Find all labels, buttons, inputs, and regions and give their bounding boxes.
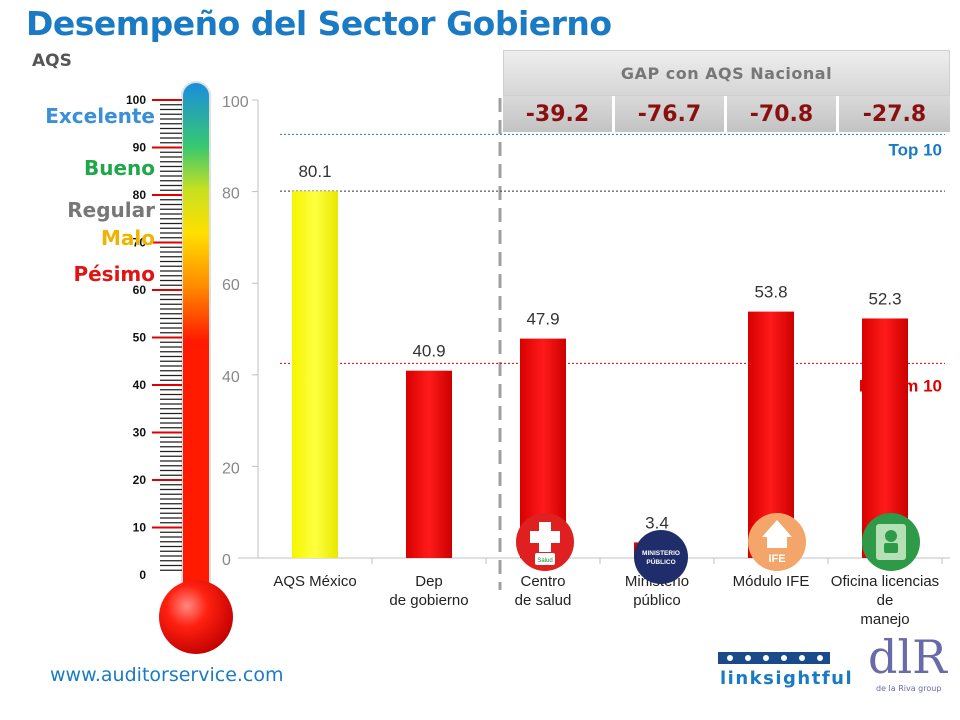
salud-logo-icon: Salud [516,513,574,571]
reference-lines: Top 10Bottom 10 [280,133,945,395]
y-tick-label: 80 [222,186,240,203]
bar-value-labels: 80.1 40.9 47.9 3.4 53.8 52.3 [298,162,901,532]
dlr-logo-subtitle: de la Riva group [876,684,942,693]
linksightful-logo-icon [718,652,830,664]
page-title: Desempeño del Sector Gobierno [26,4,612,43]
x-category-label: Módulo IFE [733,573,810,590]
salud-logo-text: Salud [537,558,552,564]
thermometer-bulb [159,580,233,654]
x-category-label: público [633,592,681,609]
thermometer-tube [181,81,211,623]
thermometer-tick-label: 0 [139,568,146,582]
ife-logo-text: IFE [768,553,785,565]
x-category-label: de salud [515,592,572,609]
x-category-label: Centro [520,573,565,590]
bar-value-label: 47.9 [526,310,559,329]
rating-label-malo: Malo [101,226,155,250]
gap-cell: -70.8 [727,96,838,132]
gap-cell: -76.7 [615,96,726,132]
thermometer-tick-label: 100 [126,93,146,107]
gap-table: GAP con AQS Nacional -39.2 -76.7 -70.8 -… [503,50,950,132]
y-tick-label: 20 [222,460,240,477]
bars [292,191,908,558]
linksightful-logo-text: linksightful [720,668,854,689]
gap-table-header: GAP con AQS Nacional [503,50,950,96]
rating-label-regular: Regular [67,198,155,222]
thermometer-tick-label: 50 [133,331,147,345]
gap-cell: -27.8 [839,96,950,132]
ministerio-logo-text: MINISTERIO [642,550,680,557]
x-category-label: AQS México [273,573,356,590]
x-axis-ticks [371,558,943,564]
x-category-label: Dep [415,573,443,590]
y-axis: 0 20 40 60 80 100 [222,94,259,569]
thermometer-tick-label: 90 [133,141,147,155]
bar-value-label: 40.9 [412,342,445,361]
page-subtitle: AQS [32,51,72,71]
reference-line-label: Top 10 [888,140,942,159]
y-tick-label: 60 [222,277,240,294]
thermometer-tick-label: 40 [133,378,147,392]
ministerio-logo-text: PÚBLICO [646,557,675,566]
rating-label-pésimo: Pésimo [73,262,155,286]
thermometer-tick-label: 20 [133,473,147,487]
rating-label-excelente: Excelente [45,104,155,128]
thermometer-tick-label: 60 [133,283,147,297]
bar [406,370,452,558]
x-category-label: de gobierno [389,592,468,609]
y-tick-label: 0 [222,552,231,569]
licencia-logo-icon [862,513,920,571]
bar-value-label: 80.1 [298,162,331,181]
x-category-label: Oficina licencias [831,573,939,590]
thermometer-tick-label: 30 [133,426,147,440]
ife-logo-icon: IFE [748,513,806,571]
gap-cell: -39.2 [503,96,614,132]
dlr-logo-mark: dlR [868,630,947,684]
ministerio-publico-logo-icon: MINISTERIO PÚBLICO [634,530,688,584]
rating-label-bueno: Bueno [83,156,155,180]
bar [292,191,338,558]
thermometer-tick-label: 10 [133,521,147,535]
bar-value-label: 3.4 [645,513,669,532]
bar-value-label: 53.8 [754,283,787,302]
x-category-label: manejo [860,611,909,628]
y-tick-label: 40 [222,369,240,386]
thermometer-tick-label: 70 [133,236,147,250]
footer-url[interactable]: www.auditorservice.com [50,664,284,686]
x-category-label: de [877,592,894,609]
thermometer-tick-label: 80 [133,188,147,202]
y-tick-label: 100 [222,94,249,111]
bar-value-label: 52.3 [868,289,901,308]
